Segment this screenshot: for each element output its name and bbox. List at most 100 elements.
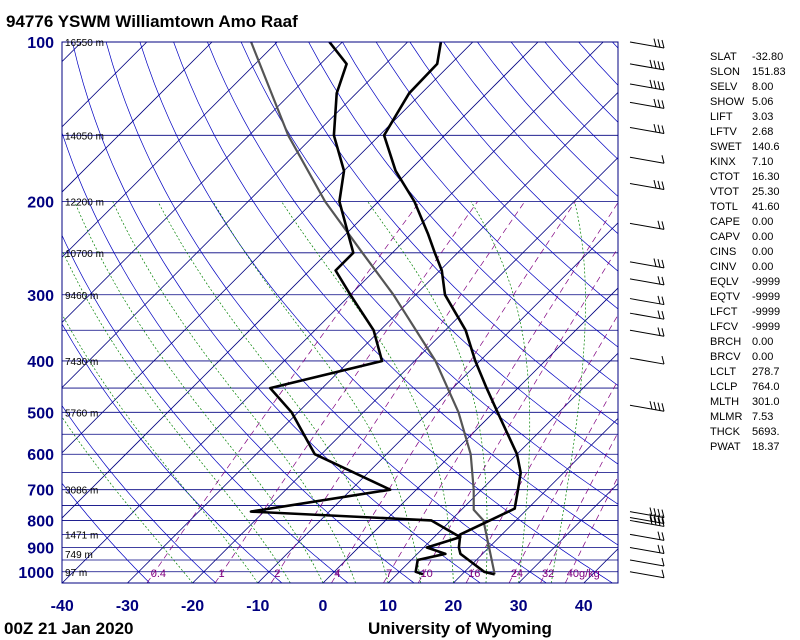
- wind-barb-feather: [661, 545, 665, 554]
- dry-adiabat-80: [274, 42, 618, 425]
- mixing-ratio-label: 1: [219, 568, 225, 580]
- isotherm-20: [453, 417, 618, 583]
- mixing-ratio-4: [331, 201, 576, 583]
- index-value: -9999: [752, 276, 780, 288]
- index-name: SWET: [710, 141, 742, 153]
- wind-barb-feather: [653, 514, 657, 523]
- wind-barb-staff: [629, 559, 665, 567]
- wind-barb-staff: [629, 547, 665, 555]
- pressure-axis: 100 200 300 400 500 600 700 800 900 1000: [18, 35, 54, 582]
- wind-barb-feather: [661, 181, 665, 190]
- wind-barb-feather: [653, 98, 657, 108]
- dry-adiabat-lines: [62, 42, 800, 583]
- moist-adiabat-5: [112, 201, 356, 583]
- index-value: 0.00: [752, 336, 773, 348]
- wind-barb-feather: [657, 259, 661, 268]
- isotherm--30: [127, 91, 618, 583]
- wind-barb-staff: [629, 156, 665, 164]
- wind-barb-staff: [629, 261, 665, 269]
- index-name: TOTL: [710, 201, 738, 213]
- isotherm--80: [62, 42, 343, 323]
- wind-barb-feather: [657, 514, 661, 523]
- wind-barb-feather: [661, 100, 665, 109]
- mixing-ratio-label: 24: [511, 568, 523, 580]
- index-value: 0.00: [752, 231, 773, 243]
- wind-barb-feather: [661, 355, 665, 365]
- wind-barb-feather: [649, 516, 653, 525]
- wind-barb: [629, 569, 665, 579]
- wind-barb: [629, 38, 665, 49]
- wind-barb: [629, 327, 665, 337]
- wind-barb-feather: [661, 221, 665, 230]
- wind-barb-feather: [661, 569, 665, 578]
- wind-barb: [629, 516, 665, 527]
- index-name: PWAT: [710, 441, 741, 453]
- index-value: 3.03: [752, 111, 773, 123]
- mixing-ratio-label: 0.4: [151, 568, 166, 580]
- index-name: LFCV: [710, 321, 739, 333]
- dry-adiabat-100: [342, 42, 618, 348]
- wind-barb-staff: [629, 278, 665, 286]
- wind-barb-staff: [629, 298, 665, 306]
- isotherm--130: [0, 42, 16, 583]
- temperature-tick-label: 20: [445, 598, 463, 615]
- isotherm--110: [62, 42, 148, 128]
- index-value: 5693.: [752, 426, 780, 438]
- mixing-ratio-label: 40g/kg: [567, 568, 600, 580]
- isotherm--90: [62, 42, 278, 258]
- wind-barb-feather: [649, 513, 653, 522]
- wind-barb: [629, 513, 665, 525]
- index-name: THCK: [710, 426, 741, 438]
- moist-adiabat--5: [62, 249, 291, 583]
- isotherm-lines: [0, 42, 618, 583]
- wind-barb-feather: [653, 401, 657, 411]
- wind-barb-feather: [661, 39, 665, 49]
- index-name: BRCH: [710, 336, 741, 348]
- mixing-ratio-24: [508, 379, 618, 583]
- index-value: 278.7: [752, 366, 780, 378]
- wind-barb-staff: [629, 312, 665, 320]
- wind-barb-feather: [649, 507, 653, 516]
- wind-barb-feather: [661, 259, 665, 268]
- mixing-ratio-2: [270, 201, 526, 583]
- dry-adiabat--10: [62, 323, 283, 583]
- temperature-tick-label: -40: [51, 598, 74, 615]
- moist-adiabat--10: [62, 313, 259, 583]
- index-value: 18.37: [752, 441, 780, 453]
- wind-barb: [629, 507, 665, 519]
- index-value: 16.30: [752, 171, 780, 183]
- index-name: LCLP: [710, 381, 738, 393]
- dewpoint-profile-line: [249, 42, 462, 576]
- parcel-path-line: [250, 42, 496, 575]
- wind-barb: [629, 531, 665, 541]
- wind-barb-staff: [629, 101, 665, 109]
- index-name: CINS: [710, 246, 736, 258]
- temperature-axis: -40 -30 -20 -10 0 10 20 30 40: [51, 598, 593, 615]
- index-value: 25.30: [752, 186, 780, 198]
- height-label: 5760 m: [65, 408, 98, 419]
- index-value: 2.68: [752, 126, 773, 138]
- wind-barb-staff: [629, 63, 665, 71]
- index-value: 7.10: [752, 156, 773, 168]
- dry-adiabat-130: [443, 42, 618, 235]
- wind-barb: [629, 180, 665, 191]
- isotherm-0: [322, 287, 618, 583]
- index-value: 7.53: [752, 411, 773, 423]
- wind-barb-feather: [661, 61, 665, 71]
- dry-adiabat-200: [680, 42, 800, 583]
- temperature-tick-label: -20: [181, 598, 204, 615]
- pressure-tick-label: 200: [27, 194, 54, 211]
- pressure-tick-label: 400: [27, 354, 54, 371]
- index-name: BRCV: [710, 351, 741, 363]
- wind-barb-feather: [653, 38, 657, 47]
- wind-barb-feather: [657, 517, 661, 526]
- index-value: 301.0: [752, 396, 780, 408]
- pressure-tick-label: 500: [27, 405, 54, 422]
- temperature-tick-label: -30: [116, 598, 139, 615]
- isotherm--40: [62, 42, 604, 583]
- wind-barb-feather: [661, 509, 665, 518]
- pressure-tick-label: 700: [27, 483, 54, 500]
- mixing-ratio-label: 4: [334, 568, 340, 580]
- wind-barbs: [629, 38, 665, 579]
